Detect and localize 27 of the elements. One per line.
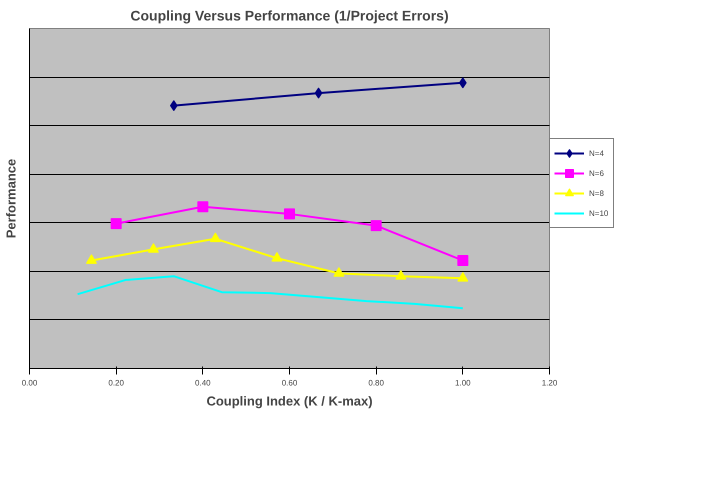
x-tick-label: 0.40 bbox=[195, 378, 212, 388]
point bbox=[457, 272, 468, 282]
point bbox=[370, 220, 382, 232]
legend-label: N=10 bbox=[589, 208, 609, 219]
x-tick-label: 0.20 bbox=[108, 378, 125, 388]
point bbox=[457, 255, 468, 266]
legend-label: N=8 bbox=[589, 188, 605, 199]
chart-title: Coupling Versus Performance (1/Project Errors) bbox=[130, 8, 449, 24]
point bbox=[210, 232, 221, 242]
point bbox=[395, 270, 406, 280]
point bbox=[271, 252, 282, 262]
legend-label: N=4 bbox=[589, 148, 605, 159]
point bbox=[110, 218, 122, 230]
point bbox=[284, 208, 295, 220]
x-tick-label: 1.20 bbox=[542, 378, 558, 388]
point bbox=[197, 201, 208, 212]
x-tick-label: 0.80 bbox=[368, 378, 385, 388]
y-axis-title: Performance bbox=[4, 158, 18, 238]
x-axis-title: Coupling Index (K / K-max) bbox=[206, 394, 373, 408]
point bbox=[86, 254, 97, 264]
point bbox=[333, 267, 344, 277]
legend-label: N=6 bbox=[589, 168, 605, 179]
x-tick-label: 0.60 bbox=[282, 378, 298, 388]
x-tick-label: 1.00 bbox=[455, 378, 472, 388]
point bbox=[170, 100, 178, 112]
point bbox=[148, 243, 159, 253]
x-tick-label: 0.00 bbox=[22, 378, 38, 388]
